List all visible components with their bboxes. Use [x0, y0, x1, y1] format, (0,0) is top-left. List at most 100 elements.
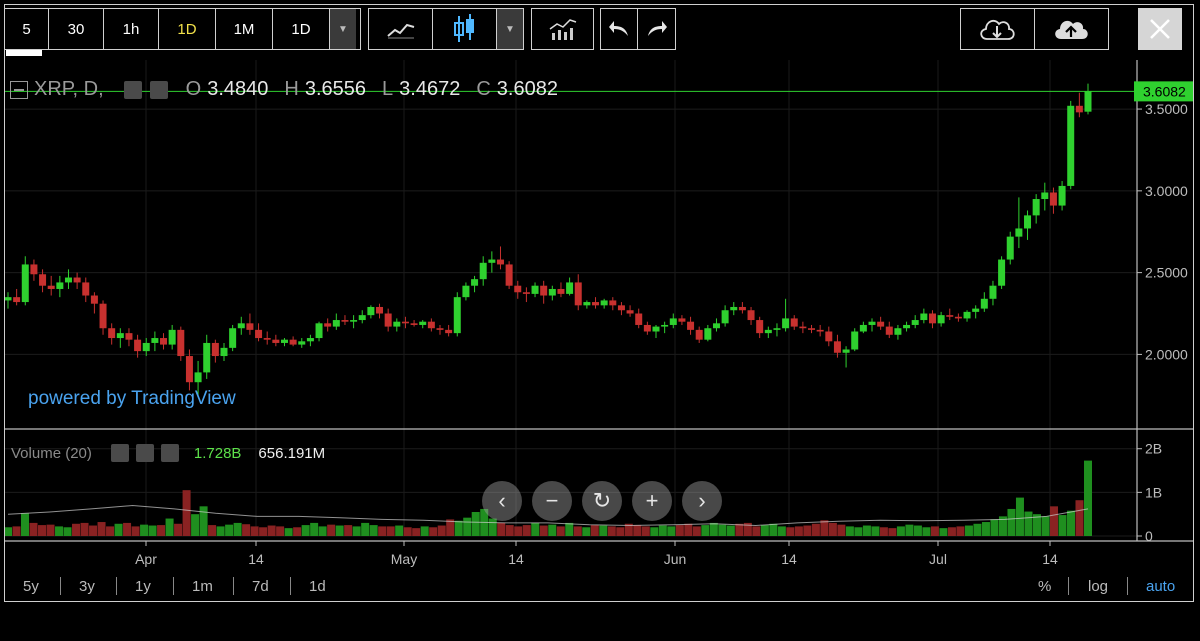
volume-bar — [140, 524, 149, 536]
candle — [185, 356, 193, 383]
volume-bar — [845, 526, 854, 536]
collapse-icon[interactable] — [10, 80, 28, 99]
candle — [626, 310, 634, 314]
candle — [808, 328, 816, 330]
candle — [280, 339, 288, 343]
eye-icon[interactable] — [110, 444, 129, 462]
candle — [557, 288, 565, 294]
interval-1m-button[interactable]: 1M — [216, 9, 273, 49]
close-button[interactable] — [1138, 8, 1182, 50]
last-price-label: 3.6082 — [1143, 83, 1186, 99]
volume-bar — [896, 526, 905, 536]
volume-bar — [777, 526, 786, 536]
volume-bar — [318, 526, 327, 536]
volume-bar — [199, 506, 208, 536]
load-chart-button[interactable] — [961, 9, 1035, 49]
candle — [851, 331, 859, 350]
interval-custom-button[interactable]: 1D — [273, 9, 330, 49]
zoom-out-button[interactable]: − — [532, 481, 572, 521]
open-value: 3.4840 — [207, 78, 269, 100]
range-5y-button[interactable]: 5y — [23, 578, 39, 595]
time-tick-label: Jun — [664, 551, 687, 567]
indicators-button[interactable] — [532, 9, 593, 49]
range-1y-button[interactable]: 1y — [135, 578, 151, 595]
line-style-button[interactable] — [369, 9, 433, 49]
tradingview-watermark[interactable]: powered by TradingView — [28, 388, 236, 409]
volume-bar — [862, 525, 871, 536]
candle — [142, 342, 150, 352]
candle — [56, 282, 64, 289]
redo-button[interactable] — [638, 9, 675, 49]
candle — [47, 285, 55, 289]
volume-bar — [565, 522, 574, 536]
interval-5-button[interactable]: 5 — [5, 9, 49, 49]
close-icon — [1150, 19, 1170, 39]
scroll-right-button[interactable]: › — [682, 481, 722, 521]
volume-bar — [1032, 514, 1041, 536]
candle — [445, 329, 453, 334]
candle — [419, 321, 427, 325]
indicators-icon — [549, 19, 576, 40]
divider — [233, 577, 234, 595]
interval-dropdown-button[interactable]: ▼ — [330, 9, 356, 49]
settings-icon[interactable] — [149, 80, 168, 99]
candle-style-button[interactable] — [433, 9, 497, 49]
volume-bar — [1075, 500, 1084, 536]
volume-bar — [888, 528, 897, 536]
remove-icon[interactable] — [160, 444, 179, 462]
candle — [833, 341, 841, 353]
volume-bar — [55, 526, 64, 536]
interval-30-button[interactable]: 30 — [49, 9, 104, 49]
settings-icon[interactable] — [135, 444, 154, 462]
volume-bar — [599, 525, 608, 536]
interval-1d-button[interactable]: 1D — [159, 9, 216, 49]
candle — [246, 323, 254, 330]
time-tick-label: 14 — [508, 551, 524, 567]
volume-bar — [1041, 516, 1050, 536]
volume-bar — [454, 520, 463, 536]
range-7d-button[interactable]: 7d — [252, 578, 269, 595]
chevron-left-icon: ‹ — [498, 488, 506, 513]
auto-scale-button[interactable]: auto — [1146, 578, 1176, 595]
zoom-in-button[interactable]: + — [632, 481, 672, 521]
log-scale-button[interactable]: log — [1088, 578, 1109, 595]
candle — [972, 308, 980, 312]
scroll-left-button[interactable]: ‹ — [482, 481, 522, 521]
style-dropdown-button[interactable]: ▼ — [497, 9, 523, 49]
candle — [669, 318, 677, 325]
eye-icon[interactable] — [123, 80, 142, 99]
volume-bar — [590, 525, 599, 536]
undo-button[interactable] — [601, 9, 638, 49]
candle — [790, 318, 798, 327]
candle — [1075, 105, 1083, 113]
candle — [39, 274, 47, 286]
candle — [548, 288, 556, 296]
active-interval-indicator — [6, 50, 42, 56]
reset-button[interactable]: ↻ — [582, 481, 622, 521]
volume-bar — [21, 513, 30, 536]
volume-bar — [361, 522, 370, 536]
time-tick-label: Apr — [135, 551, 157, 567]
candle — [963, 311, 971, 319]
save-chart-button[interactable] — [1035, 9, 1109, 49]
symbol-label: XRP, D, — [34, 78, 104, 100]
volume-bar — [837, 524, 846, 536]
volume-bar — [709, 522, 718, 536]
candle — [229, 328, 237, 348]
volume-bar — [1084, 460, 1092, 536]
divider — [1068, 577, 1069, 595]
range-3y-button[interactable]: 3y — [79, 578, 95, 595]
range-1d-button[interactable]: 1d — [309, 578, 326, 595]
volume-bar — [395, 525, 404, 536]
range-1m-button[interactable]: 1m — [192, 578, 213, 595]
volume-bar — [208, 525, 217, 536]
chart-axes: 3.6082 3.5000 3.0000 2.5000 2.0000 2B 1B 0 Apr 14… — [5, 60, 1194, 567]
volume-bar — [539, 525, 548, 536]
interval-1h-button[interactable]: 1h — [104, 9, 159, 49]
percent-scale-button[interactable]: % — [1038, 578, 1052, 595]
candle — [1049, 192, 1057, 206]
candle — [825, 331, 833, 342]
candle — [4, 297, 12, 301]
volume-bar — [157, 525, 166, 536]
